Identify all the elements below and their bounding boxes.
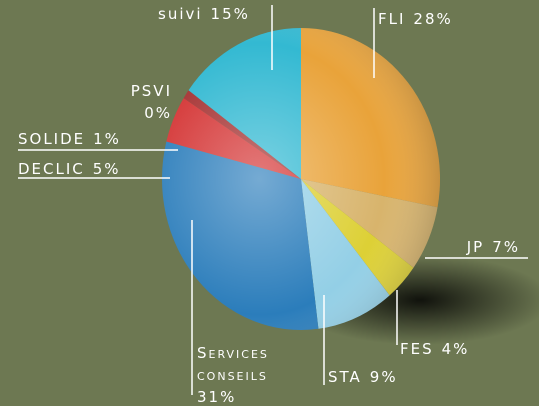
label-name: SOLIDE xyxy=(18,130,86,148)
slice-label: JP 7% xyxy=(467,236,528,258)
label-name: DECLIC xyxy=(18,160,85,178)
label-name: FLI xyxy=(378,10,406,28)
label-name: STA xyxy=(328,368,362,386)
label-value: 9% xyxy=(369,368,398,386)
label-value: 5% xyxy=(92,160,121,178)
slice-label: STA 9% xyxy=(328,366,406,388)
label-name: JP xyxy=(466,238,485,256)
label-value: 15% xyxy=(210,5,250,23)
label-value: 28% xyxy=(413,10,453,28)
label-value: 31% xyxy=(197,388,237,406)
label-name: PSVI xyxy=(130,82,172,100)
slice-label: Services conseils 31% xyxy=(197,342,307,406)
label-value: 4% xyxy=(441,340,470,358)
label-value: 7% xyxy=(492,238,520,256)
label-value: 1% xyxy=(93,130,121,148)
slice-label: FES 4% xyxy=(400,338,477,360)
label-name: Services conseils xyxy=(197,344,269,384)
pie-slice xyxy=(301,28,441,208)
slice-label: suivi 15% xyxy=(158,3,258,25)
slice-label: DECLIC 5% xyxy=(18,158,129,180)
label-name: FES xyxy=(400,340,434,358)
label-name: suivi xyxy=(158,5,203,23)
slice-label: FLI 28% xyxy=(378,8,461,30)
label-value: 0% xyxy=(144,104,172,122)
slice-label: SOLIDE 1% xyxy=(18,128,129,150)
slice-label: PSVI 0% xyxy=(131,80,172,124)
